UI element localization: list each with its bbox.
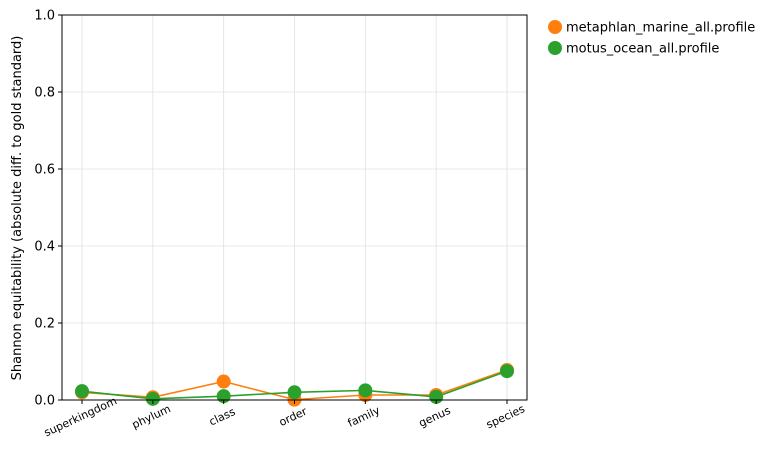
x-tick-label: family <box>346 404 383 430</box>
y-tick-label: 0.2 <box>34 317 55 332</box>
y-axis-label: Shannon equitability (absolute diff. to … <box>10 36 25 381</box>
grid-lines <box>62 14 527 401</box>
data-point <box>216 374 231 389</box>
legend-entry-label: motus_ocean_all.profile <box>566 42 719 57</box>
x-tick-label: genus <box>417 404 453 430</box>
legend: metaphlan_marine_all.profile motus_ocean_… <box>548 20 755 57</box>
x-tick-label: class <box>207 405 237 428</box>
y-tick-label: 0.0 <box>34 394 55 409</box>
legend-entry-label: metaphlan_marine_all.profile <box>566 21 755 36</box>
x-tick-label: phylum <box>130 402 173 431</box>
data-point <box>358 383 373 398</box>
x-tick-label: order <box>277 405 310 429</box>
data-point <box>75 384 89 399</box>
y-tick-label: 0.4 <box>34 240 55 255</box>
x-tick-label: species <box>484 402 527 431</box>
y-tick-label: 0.8 <box>34 86 55 101</box>
data-point <box>500 364 514 379</box>
data-point <box>145 391 160 406</box>
legend-marker <box>548 20 562 34</box>
data-point <box>287 385 302 400</box>
y-tick-label: 0.6 <box>34 163 55 178</box>
legend-marker <box>548 41 562 55</box>
y-tick-label: 1.0 <box>34 9 55 24</box>
